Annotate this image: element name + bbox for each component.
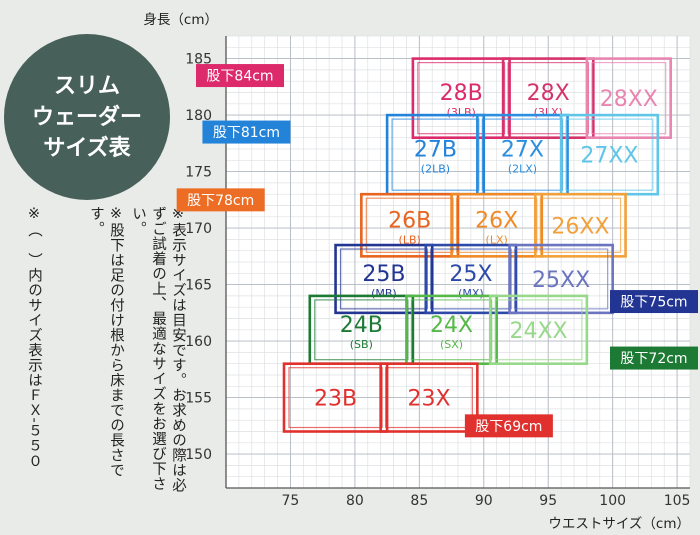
x-tick-label: 85 xyxy=(410,493,428,509)
size-sub-label: (SB) xyxy=(350,338,373,351)
y-tick-label: 170 xyxy=(185,221,212,237)
y-tick-label: 185 xyxy=(185,52,212,68)
size-sub-label: (MB) xyxy=(371,287,397,300)
note-size-guide: ※表示サイズは目安です。お求めの際は必ずご試着の上、最適なサイズをお選び下さい。 xyxy=(130,206,186,493)
size-label: 25X xyxy=(449,262,492,287)
size-box-inner-24xx xyxy=(494,299,583,361)
size-label: 27X xyxy=(501,138,544,163)
size-box-inner-23x xyxy=(385,367,473,429)
size-box-inner-27xx xyxy=(565,118,654,191)
size-box-inner-25x xyxy=(430,248,512,310)
size-sub-label: (LX) xyxy=(486,233,508,246)
size-box-23x xyxy=(379,362,479,433)
size-label: 28XX xyxy=(600,87,658,112)
inseam-badge xyxy=(464,414,553,438)
size-label: 24B xyxy=(340,313,383,338)
title-badge: スリム ウェーダー サイズ表 xyxy=(4,34,170,200)
size-label: 24XX xyxy=(509,319,567,344)
size-box-inner-27x xyxy=(481,118,564,191)
x-axis-title: ウエストサイズ（cm） xyxy=(548,516,690,532)
size-sub-label: (LB) xyxy=(399,233,421,246)
title-line-2: ウェーダー xyxy=(31,104,142,130)
size-label: 28B xyxy=(440,81,483,106)
inseam-badge xyxy=(610,346,698,370)
y-tick-label: 175 xyxy=(185,165,212,181)
size-sub-label: (SX) xyxy=(440,338,463,351)
size-box-inner-25xx xyxy=(513,248,609,310)
inseam-label: 股下78cm xyxy=(187,193,254,209)
size-box-26xx xyxy=(534,192,627,258)
size-box-inner-26x xyxy=(455,197,538,253)
y-tick-label: 165 xyxy=(185,278,212,294)
inseam-label: 股下69cm xyxy=(475,419,542,435)
inseam-label: 股下72cm xyxy=(620,351,687,367)
size-label: 26B xyxy=(388,208,431,233)
size-box-28xx xyxy=(585,57,672,139)
note-inseam: ※股下は足の付け根から床までの長さです。 xyxy=(88,206,124,478)
size-label: 26XX xyxy=(551,214,609,239)
inseam-badge xyxy=(196,64,284,88)
size-label: 25B xyxy=(362,262,405,287)
y-tick-label: 155 xyxy=(185,391,212,407)
size-box-25b xyxy=(334,243,434,315)
y-tick-label: 150 xyxy=(185,447,212,463)
note-fx550: ※（ ）内のサイズ表示はＦＸ-５５０ xyxy=(26,206,42,469)
size-label: 28X xyxy=(527,81,570,106)
inseam-badge xyxy=(610,290,698,314)
size-box-inner-28b xyxy=(417,61,506,135)
title-line-3: サイズ表 xyxy=(43,135,131,161)
size-sub-label: (3LX) xyxy=(534,106,563,119)
size-label: 23X xyxy=(407,387,450,412)
size-box-25xx xyxy=(508,243,614,315)
size-box-inner-28xx xyxy=(591,61,667,135)
title-line-1: スリム xyxy=(53,73,120,99)
inseam-badge xyxy=(202,120,291,144)
size-box-28x xyxy=(501,57,595,139)
inseam-badge xyxy=(176,188,265,212)
size-sub-label: (2LB) xyxy=(421,163,450,176)
x-tick-label: 90 xyxy=(475,493,493,509)
x-tick-label: 105 xyxy=(664,493,691,509)
size-box-inner-27b xyxy=(391,118,480,191)
y-tick-label: 180 xyxy=(185,108,212,124)
x-tick-label: 95 xyxy=(539,493,557,509)
size-box-inner-26xx xyxy=(539,197,622,253)
x-tick-label: 75 xyxy=(282,493,300,509)
y-tick-label: 160 xyxy=(185,334,212,350)
x-tick-label: 100 xyxy=(599,493,626,509)
size-box-25x xyxy=(424,243,518,315)
size-box-26b xyxy=(360,192,460,258)
size-box-inner-24b xyxy=(314,299,409,361)
size-box-28b xyxy=(411,57,511,139)
inseam-label: 股下84cm xyxy=(206,69,273,85)
size-label: 27XX xyxy=(580,144,638,169)
size-sub-label: (3LB) xyxy=(447,106,476,119)
x-tick-label: 80 xyxy=(346,493,364,509)
size-box-inner-28x xyxy=(507,61,589,135)
y-axis-title: 身長（cm） xyxy=(143,12,218,28)
inseam-label: 股下81cm xyxy=(213,125,280,141)
inseam-label: 股下75cm xyxy=(620,295,687,311)
size-label: 23B xyxy=(314,387,357,412)
size-box-inner-25b xyxy=(339,248,428,310)
size-sub-label: (MX) xyxy=(458,287,484,300)
size-box-inner-26b xyxy=(365,197,454,253)
size-box-24xx xyxy=(488,294,589,365)
size-label: 27B xyxy=(414,138,457,163)
size-box-inner-23b xyxy=(288,367,383,429)
size-box-26x xyxy=(450,192,544,258)
size-label: 26X xyxy=(475,208,518,233)
size-label: 25XX xyxy=(532,268,590,293)
size-box-23b xyxy=(282,362,389,433)
size-box-inner-24x xyxy=(410,299,493,361)
size-label: 24X xyxy=(430,313,473,338)
size-sub-label: (2LX) xyxy=(508,163,537,176)
